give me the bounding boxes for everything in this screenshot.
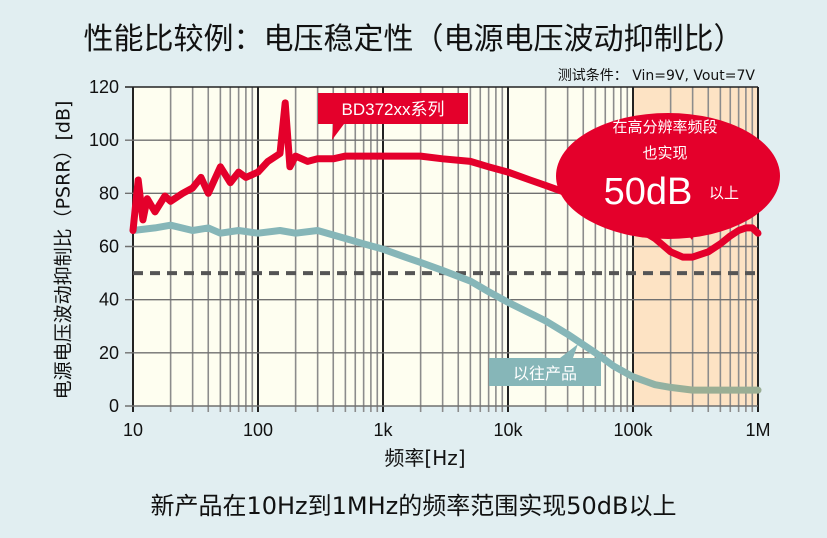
y-tick-label: 40 — [99, 290, 119, 310]
old-series-callout: 以往产品 — [489, 344, 601, 386]
old-series-label: 以往产品 — [513, 364, 577, 383]
bubble-big-value: 50dB — [604, 171, 693, 213]
x-tick-label: 10k — [493, 420, 523, 440]
bubble-line1: 在高分辨率频段 — [612, 118, 717, 136]
data-series — [129, 99, 762, 394]
y-tick-label: 60 — [99, 237, 119, 257]
x-tick-label: 100k — [613, 420, 653, 440]
test-condition: 测试条件： Vin=9V, Vout=7V — [557, 68, 755, 84]
old-product-line — [129, 221, 762, 394]
x-tick-label: 100 — [243, 420, 273, 440]
y-tick-label: 20 — [99, 343, 119, 363]
x-tick-label: 1k — [373, 420, 393, 440]
x-tick-label: 1M — [745, 420, 770, 440]
x-tick-label: 10 — [123, 420, 143, 440]
chart-title: 性能比较例：电压稳定性（电源电压波动抑制比） — [83, 22, 744, 57]
callouts: BD372xx系列 以往产品 在高分辨率频段 也实现 50dB 以上 — [318, 93, 780, 386]
axis-ticks: 0 20 40 60 80 100 120 10 100 1k 10k 100k 1M — [89, 77, 771, 440]
y-tick-label: 80 — [99, 183, 119, 203]
new-series-callout: BD372xx系列 — [318, 93, 468, 140]
y-tick-label: 100 — [89, 130, 119, 150]
chart-caption: 新产品在10Hz到1MHz的频率范围实现50dB以上 — [150, 492, 677, 520]
bubble-line2: 也实现 — [642, 144, 687, 162]
bd372xx-line — [129, 99, 762, 261]
y-tick-label: 120 — [89, 77, 119, 97]
bubble-suffix: 以上 — [709, 184, 739, 202]
x-axis-label: 频率[Hz] — [384, 446, 466, 470]
new-series-label: BD372xx系列 — [342, 100, 445, 119]
highlight-bubble: 在高分辨率频段 也实现 50dB 以上 — [556, 113, 780, 240]
y-tick-label: 0 — [109, 396, 119, 416]
